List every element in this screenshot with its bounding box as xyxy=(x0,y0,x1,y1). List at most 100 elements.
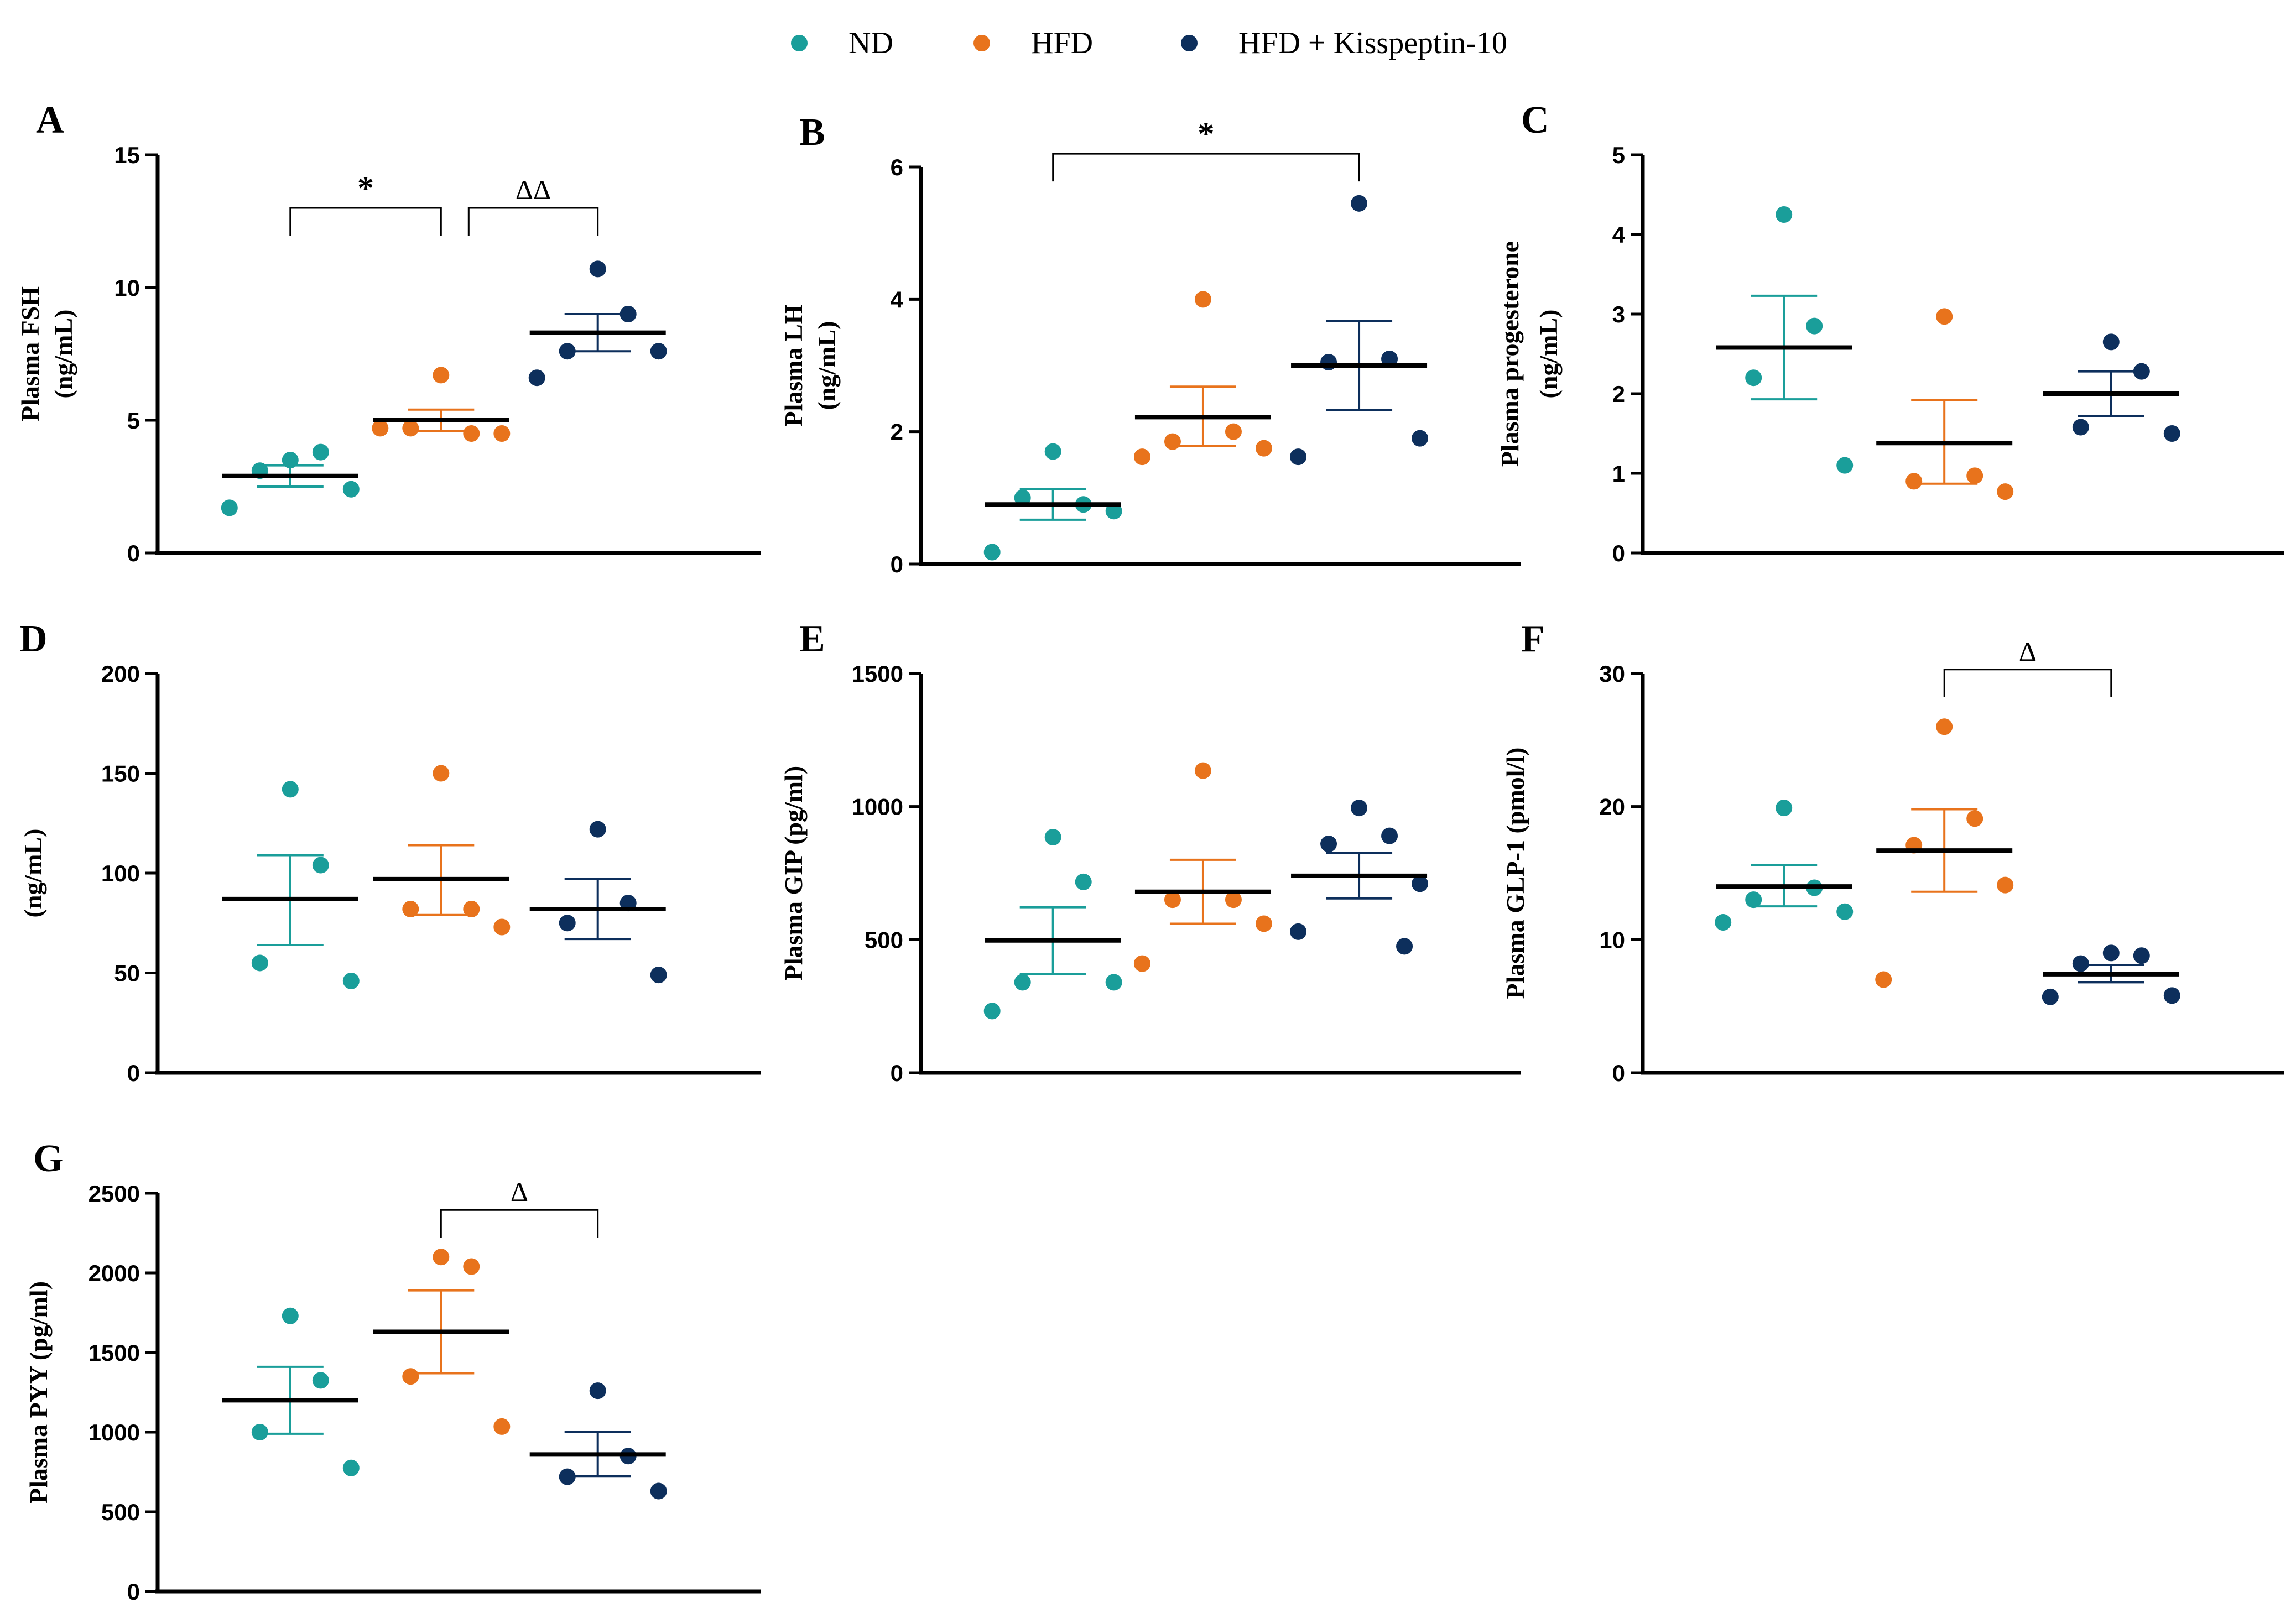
data-point xyxy=(2102,333,2120,351)
data-point xyxy=(1966,467,1983,484)
data-point xyxy=(2163,425,2180,442)
data-point xyxy=(559,1468,576,1485)
data-point xyxy=(1351,195,1368,212)
data-point xyxy=(1044,443,1061,460)
data-point xyxy=(433,1249,450,1266)
data-point xyxy=(1014,974,1031,991)
significance-label: ΔΔ xyxy=(516,174,551,205)
panel-letter: D xyxy=(19,618,48,660)
data-point xyxy=(433,765,450,782)
y-tick-label: 10 xyxy=(1599,927,1625,953)
y-axis-unit-label: (ng/mL) xyxy=(49,310,77,399)
legend-dot-hfd xyxy=(973,35,990,51)
data-point xyxy=(1715,914,1732,931)
y-tick-label: 2000 xyxy=(88,1260,140,1286)
group-2 xyxy=(1290,800,1429,955)
data-point xyxy=(650,343,667,360)
data-point xyxy=(1290,448,1307,466)
y-tick-label: 6 xyxy=(891,154,903,180)
significance-bracket xyxy=(289,207,442,236)
y-tick-label: 2 xyxy=(1612,381,1625,407)
panel-f: F Plasma GLP-1 (pmol/l) 0 10 20 30 Δ xyxy=(1501,618,2284,1086)
y-tick-label: 1000 xyxy=(852,794,903,820)
data-point xyxy=(1745,369,1762,387)
significance-bracket xyxy=(1052,153,1360,182)
data-point xyxy=(463,1258,480,1275)
data-point xyxy=(1164,891,1181,909)
group-0 xyxy=(222,1307,360,1476)
y-axis-unit-label: (ng/mL) xyxy=(1534,310,1563,399)
data-point xyxy=(251,1424,268,1440)
group-2 xyxy=(2043,333,2180,442)
data-point xyxy=(1875,971,1892,988)
group-0 xyxy=(1715,800,1854,931)
legend-item-hfd-kisspeptin: HFD + Kisspeptin-10 xyxy=(1181,15,1507,71)
data-point xyxy=(1936,718,1953,735)
data-point xyxy=(1255,440,1272,457)
legend-dot-hfd-kisspeptin xyxy=(1181,35,1198,51)
data-point xyxy=(1396,938,1413,955)
panel-letter: A xyxy=(36,99,64,142)
significance-bracket xyxy=(467,207,599,236)
y-tick-label: 50 xyxy=(114,960,140,986)
data-point xyxy=(1905,473,1923,490)
group-1 xyxy=(1133,291,1272,466)
data-point xyxy=(1412,875,1429,892)
group-2 xyxy=(529,1382,667,1500)
panel-d: D Plasma corticosterone (ng/mL) 0 50 100 150 20… xyxy=(0,618,761,1086)
y-axis-unit-label: (ng/mL) xyxy=(813,321,841,410)
legend-item-hfd: HFD xyxy=(973,15,1093,71)
y-tick-label: 1500 xyxy=(852,661,903,687)
data-point xyxy=(1997,876,2014,894)
y-tick-label: 100 xyxy=(101,860,140,886)
data-point xyxy=(1320,836,1337,853)
data-point xyxy=(312,1372,329,1389)
data-point xyxy=(1133,955,1150,972)
data-point xyxy=(650,1482,667,1500)
group-0 xyxy=(221,443,360,516)
data-point xyxy=(1105,503,1122,520)
significance-label: * xyxy=(357,170,374,206)
y-axis-label: Plasma PYY (pg/ml) xyxy=(24,1281,53,1503)
y-tick-label: 5 xyxy=(127,408,140,434)
y-axis-label: Plasma LH xyxy=(779,304,808,426)
panel-c: C Plasma progesterone (ng/mL) 0 1 2 3 4 5 xyxy=(1496,99,2284,566)
data-point xyxy=(1164,433,1181,450)
data-point xyxy=(589,821,606,838)
data-point xyxy=(1997,483,2014,500)
data-point xyxy=(493,918,511,936)
legend-label-nd: ND xyxy=(848,26,893,60)
y-tick-label: 2500 xyxy=(88,1181,140,1207)
legend-item-nd: ND xyxy=(791,15,893,71)
data-point xyxy=(1290,923,1307,940)
data-point xyxy=(1194,762,1211,779)
data-point xyxy=(402,900,419,917)
panel-g: G Plasma PYY (pg/ml) 0 500 1000 1500 2000 2500 Δ xyxy=(24,1137,761,1605)
data-point xyxy=(559,343,576,360)
data-point xyxy=(1194,291,1211,308)
data-point xyxy=(1351,800,1368,817)
data-point xyxy=(1776,800,1793,817)
panel-letter: B xyxy=(799,111,825,154)
y-tick-label: 1 xyxy=(1612,461,1625,487)
data-point xyxy=(2042,988,2059,1005)
group-0 xyxy=(222,781,360,989)
group-2 xyxy=(528,260,667,387)
y-axis-label: Plasma GLP-1 (pmol/l) xyxy=(1501,748,1529,999)
y-tick-label: 0 xyxy=(127,1060,140,1086)
data-point xyxy=(983,544,1001,561)
data-point xyxy=(1225,423,1242,440)
data-point xyxy=(2133,947,2150,964)
panel-letter: C xyxy=(1521,99,1549,142)
y-axis-label: Plasma progesterone xyxy=(1496,241,1524,467)
y-tick-label: 0 xyxy=(891,551,903,577)
group-0 xyxy=(983,443,1122,561)
significance-bracket xyxy=(1943,669,2112,697)
group-2 xyxy=(1290,195,1429,466)
panel-a: A Plasma FSH (ng/mL) 0 5 10 15 * ΔΔ xyxy=(16,99,761,566)
data-point xyxy=(463,425,480,442)
data-point xyxy=(342,972,360,989)
group-0 xyxy=(983,829,1122,1020)
data-point xyxy=(2163,987,2180,1004)
y-tick-label: 15 xyxy=(114,142,140,168)
